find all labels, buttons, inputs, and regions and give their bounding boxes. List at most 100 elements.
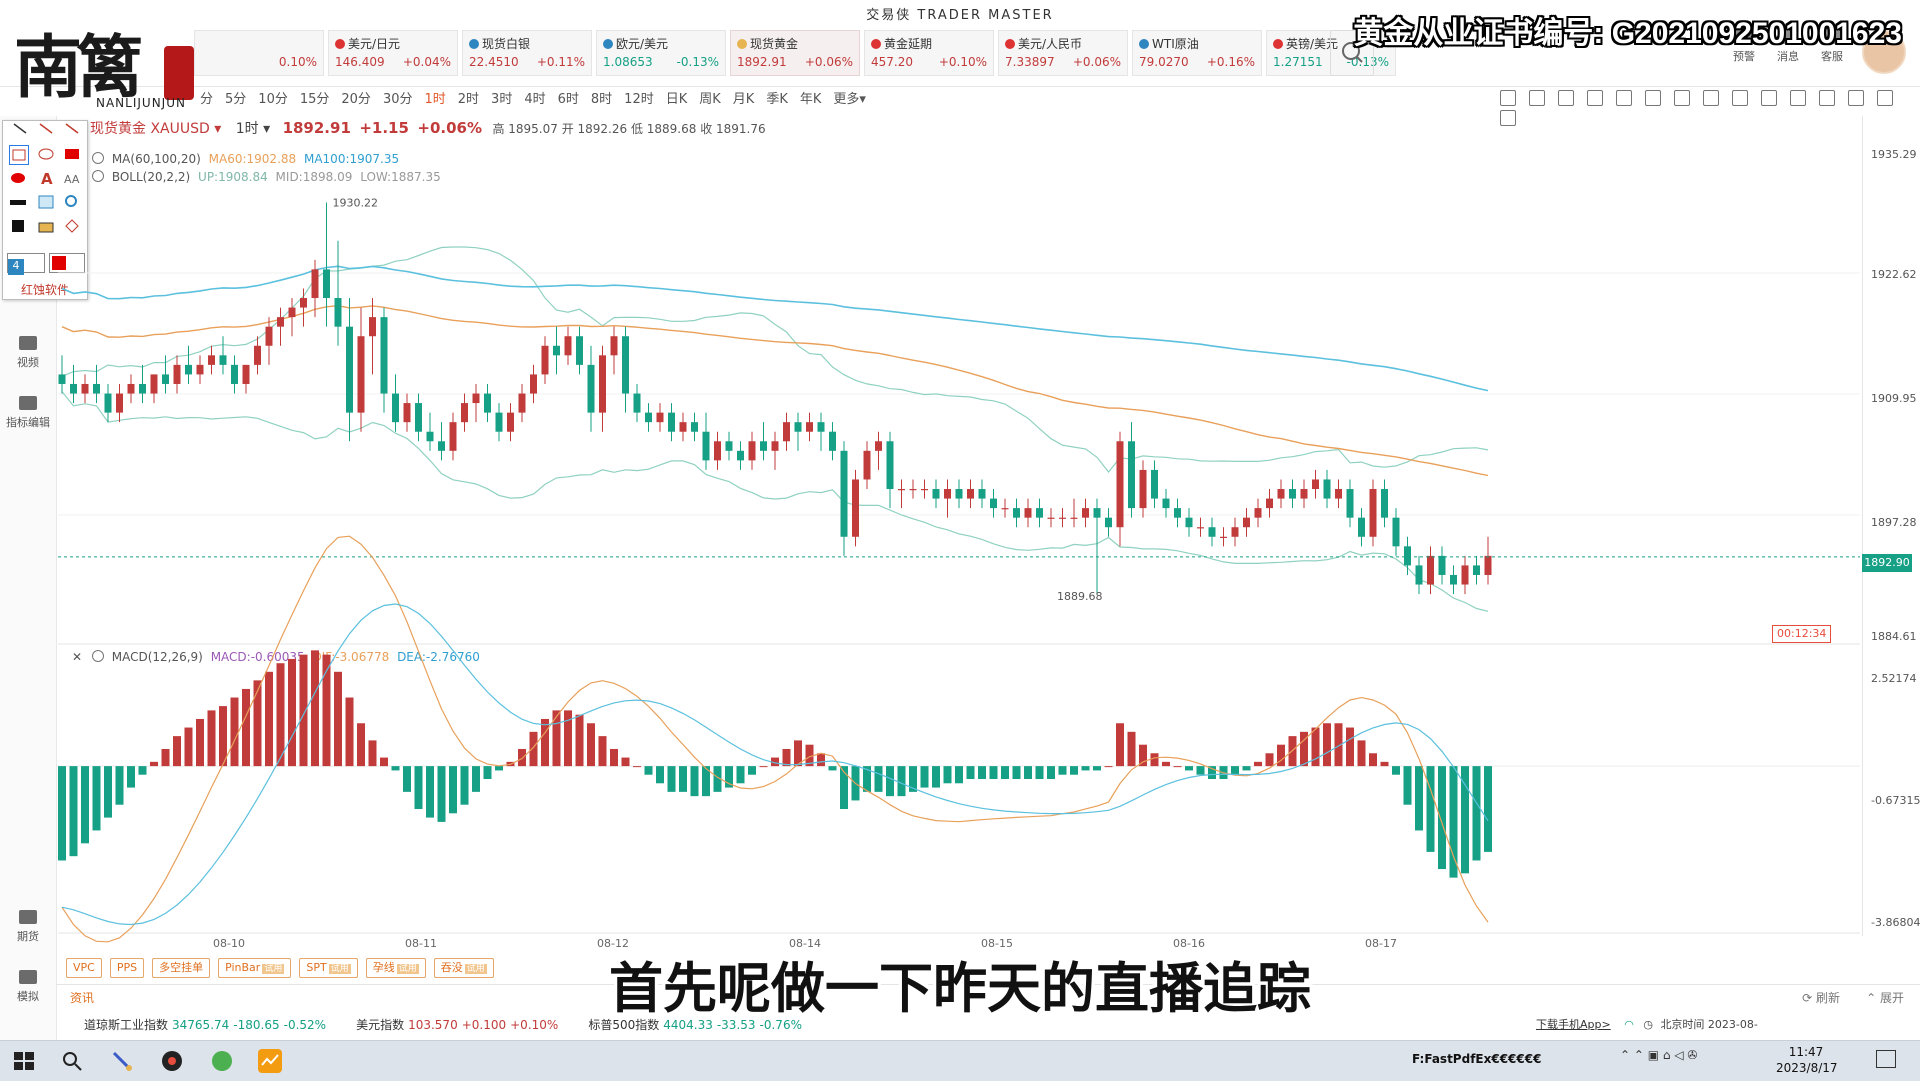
ticker-item[interactable]: 美元指数 103.570 +0.100 +0.10% bbox=[356, 1018, 558, 1032]
macd-bar bbox=[1415, 766, 1423, 831]
service-button[interactable]: 客服 bbox=[1812, 28, 1852, 64]
ticker-item[interactable]: 标普500指数 4404.33 -33.53 -0.76% bbox=[588, 1018, 802, 1032]
period-tab[interactable]: 10分 bbox=[258, 92, 288, 107]
select-tool-icon[interactable] bbox=[1761, 90, 1777, 106]
period-tab[interactable]: 分 bbox=[200, 92, 214, 107]
symbol-selector[interactable]: 现货黄金 XAUUSD ▾ bbox=[90, 121, 222, 137]
screenshot-tool-icon[interactable] bbox=[37, 193, 55, 211]
download-app-link[interactable]: 下载手机App> bbox=[1536, 1018, 1611, 1031]
quote-card[interactable]: 0.10% bbox=[194, 30, 324, 76]
period-tab[interactable]: 年K bbox=[799, 92, 822, 107]
period-tab[interactable]: 8时 bbox=[590, 92, 613, 107]
period-tab[interactable]: 12时 bbox=[624, 92, 654, 107]
news-label[interactable]: 资讯 bbox=[70, 991, 95, 1005]
taskbar-clock[interactable]: 11:47 2023/8/17 bbox=[1776, 1044, 1838, 1076]
indicator-tab[interactable]: 多空挂单 bbox=[152, 958, 211, 978]
wave-tool-icon[interactable] bbox=[1645, 90, 1661, 106]
ray-tool-icon[interactable] bbox=[37, 121, 55, 139]
pen-tool-icon[interactable] bbox=[1500, 90, 1516, 106]
save-tool-icon[interactable] bbox=[9, 217, 27, 235]
eye-tool-icon[interactable] bbox=[1877, 90, 1893, 106]
search-icon[interactable] bbox=[60, 1049, 84, 1073]
notification-icon[interactable] bbox=[1876, 1050, 1896, 1068]
font-size-tool-icon[interactable]: AA bbox=[63, 169, 81, 187]
indicator-tab[interactable]: 孕线 试用 bbox=[365, 958, 426, 978]
avatar[interactable] bbox=[1862, 30, 1906, 74]
settings-icon[interactable] bbox=[91, 650, 104, 662]
channel-tool-icon[interactable] bbox=[1703, 90, 1719, 106]
quote-card[interactable]: 黄金延期 457.20 +0.10% bbox=[864, 30, 994, 76]
close-icon[interactable]: ✕ bbox=[72, 650, 83, 664]
period-tab[interactable]: 30分 bbox=[382, 92, 413, 107]
quote-card[interactable]: 欧元/美元 1.08653 -0.13% bbox=[596, 30, 726, 76]
period-tab[interactable]: 6时 bbox=[557, 92, 579, 107]
rect-outline-tool-icon[interactable] bbox=[9, 145, 29, 165]
rect-fill-tool-icon[interactable] bbox=[63, 145, 81, 163]
recorder-app-icon[interactable] bbox=[160, 1049, 184, 1073]
period-tab[interactable]: 5分 bbox=[225, 92, 247, 107]
period-tab[interactable]: 更多▾ bbox=[833, 92, 866, 107]
period-tab[interactable]: 4时 bbox=[524, 92, 546, 107]
segment-tool-icon[interactable] bbox=[63, 121, 81, 139]
quote-card[interactable]: 美元/人民币 7.33897 +0.06% bbox=[998, 30, 1128, 76]
hline-tool-icon[interactable] bbox=[1616, 90, 1632, 106]
arrow-tool-icon[interactable] bbox=[1674, 90, 1690, 106]
alert-button[interactable]: 预警 bbox=[1724, 28, 1764, 64]
quote-card[interactable]: 美元/日元 146.409 +0.04% bbox=[328, 30, 458, 76]
paint-brush-icon[interactable] bbox=[110, 1049, 134, 1073]
line-width-tool-icon[interactable] bbox=[9, 193, 27, 211]
width-dropdown[interactable]: 4 bbox=[7, 253, 45, 275]
text-tool-icon[interactable]: A bbox=[37, 169, 55, 187]
trading-app-icon[interactable] bbox=[258, 1049, 282, 1073]
windows-start-icon[interactable] bbox=[12, 1049, 36, 1073]
zoom-tool-icon[interactable] bbox=[63, 193, 81, 211]
expand-button[interactable]: ⌃ 展开 bbox=[1866, 991, 1904, 1005]
quote-card[interactable]: WTI原油 79.0270 +0.16% bbox=[1132, 30, 1262, 76]
fib-tool-icon[interactable] bbox=[1529, 90, 1545, 106]
message-button[interactable]: 消息 bbox=[1768, 28, 1808, 64]
line-tool-icon[interactable] bbox=[11, 121, 29, 139]
indicator-tab[interactable]: SPT 试用 bbox=[299, 958, 358, 978]
open-folder-icon[interactable] bbox=[37, 217, 55, 235]
eraser-icon[interactable] bbox=[63, 217, 81, 235]
indicator-tab[interactable]: PinBar 试用 bbox=[218, 958, 292, 978]
indicator-tab[interactable]: 吞没 试用 bbox=[433, 958, 494, 978]
period-tab[interactable]: 3时 bbox=[491, 92, 513, 107]
search-button[interactable] bbox=[1330, 30, 1374, 76]
period-tab[interactable]: 月K bbox=[732, 92, 755, 107]
period-tab[interactable]: 20分 bbox=[341, 92, 371, 107]
refresh-button[interactable]: ⟳ 刷新 bbox=[1802, 991, 1840, 1005]
price-scale[interactable]: 1935.29 1922.62 1909.95 1897.28 1884.61 … bbox=[1862, 116, 1920, 936]
sidebar-item-simulation[interactable]: 模拟 bbox=[0, 970, 56, 1004]
green-app-icon[interactable] bbox=[210, 1049, 234, 1073]
period-tab[interactable]: 1时 bbox=[424, 92, 446, 107]
period-tab[interactable]: 日K bbox=[665, 92, 688, 107]
period-tab[interactable]: 季K bbox=[766, 92, 788, 107]
ticker-item[interactable]: 道琼斯工业指数 34765.74 -180.65 -0.52% bbox=[84, 1018, 326, 1032]
eye-icon[interactable] bbox=[92, 152, 104, 164]
sidebar-item-futures[interactable]: 期货 bbox=[0, 910, 56, 944]
eraser-tool-icon[interactable] bbox=[1790, 90, 1806, 106]
ellipse-tool-icon[interactable] bbox=[37, 145, 55, 163]
more-tool-icon[interactable] bbox=[1732, 90, 1748, 106]
eye-icon[interactable] bbox=[92, 170, 104, 182]
sidebar-item-video[interactable]: 视频 bbox=[0, 336, 56, 370]
lock-tool-icon[interactable] bbox=[1848, 90, 1864, 106]
color-dropdown[interactable] bbox=[49, 253, 85, 273]
sidebar-item-indicator-edit[interactable]: 指标编辑 bbox=[0, 396, 56, 430]
image-tool-icon[interactable] bbox=[1587, 90, 1603, 106]
indicator-tab[interactable]: VPC bbox=[66, 958, 102, 978]
period-dropdown[interactable]: 1时 ▾ bbox=[235, 121, 271, 137]
magnet-tool-icon[interactable] bbox=[1819, 90, 1835, 106]
indicator-tab[interactable]: PPS bbox=[109, 958, 145, 978]
tray-icons[interactable]: ⌃ ⌃ ▣ ⌂ ◁ ✇ bbox=[1620, 1048, 1698, 1062]
quote-card[interactable]: 现货白银 22.4510 +0.11% bbox=[462, 30, 592, 76]
period-tab[interactable]: 15分 bbox=[299, 92, 330, 107]
ellipse-fill-tool-icon[interactable] bbox=[9, 169, 27, 187]
brush-tool-icon[interactable] bbox=[1558, 90, 1574, 106]
quote-card[interactable]: 现货黄金 1892.91 +0.06% bbox=[730, 30, 860, 76]
period-tab[interactable]: 2时 bbox=[457, 92, 480, 107]
trash-tool-icon[interactable] bbox=[1500, 110, 1516, 126]
period-tab[interactable]: 周K bbox=[699, 92, 721, 107]
